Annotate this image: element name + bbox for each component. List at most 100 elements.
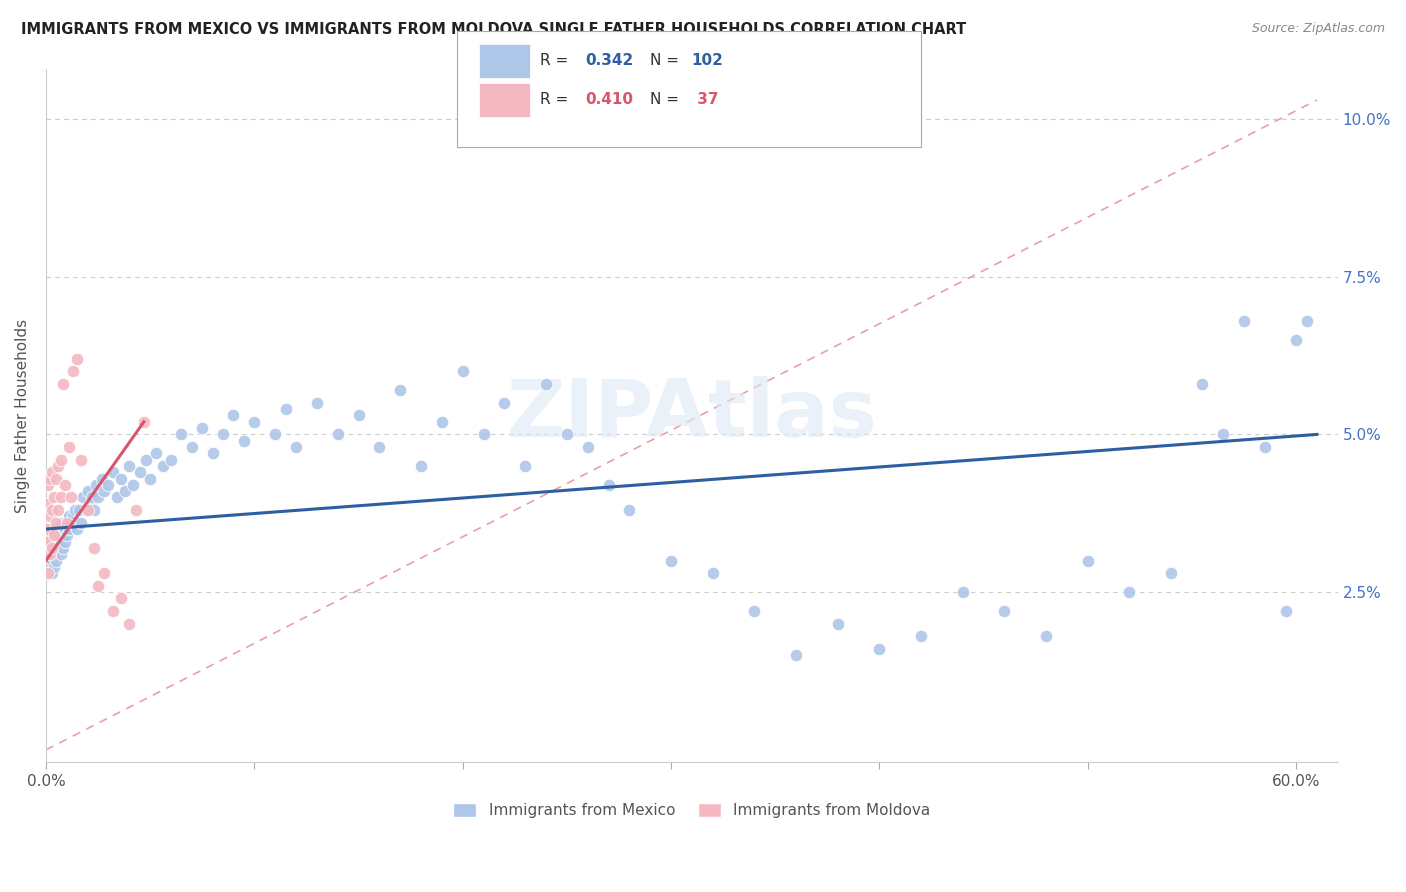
Text: IMMIGRANTS FROM MEXICO VS IMMIGRANTS FROM MOLDOVA SINGLE FATHER HOUSEHOLDS CORRE: IMMIGRANTS FROM MEXICO VS IMMIGRANTS FRO… [21,22,966,37]
Point [389,383,412,397]
Point [1160,566,1182,581]
Point [409,458,432,473]
Point [66,522,89,536]
Point [285,440,308,454]
Point [39,560,62,574]
Point [201,446,224,460]
Point [132,415,155,429]
Point [76,503,98,517]
Point [41,465,63,479]
Point [62,364,84,378]
Point [212,427,235,442]
Point [70,516,93,530]
Point [52,376,75,391]
Point [91,472,114,486]
Point [75,503,97,517]
Text: 102: 102 [692,54,724,68]
Point [45,472,67,486]
Point [128,465,150,479]
Point [41,553,63,567]
Point [326,427,349,442]
Point [105,491,128,505]
Point [87,579,110,593]
Point [1285,333,1308,347]
Point [59,491,82,505]
Point [44,528,66,542]
Point [53,522,76,536]
Point [39,547,62,561]
Point [744,604,766,618]
Point [110,591,132,606]
Point [48,503,70,517]
Point [44,528,66,542]
Point [160,452,183,467]
Point [52,528,75,542]
Point [39,472,62,486]
Text: 0.410: 0.410 [585,93,633,107]
Point [910,629,932,643]
Point [180,440,202,454]
Point [67,503,90,517]
Text: ZIPAtlas: ZIPAtlas [506,376,877,455]
Point [80,491,103,505]
Point [45,553,67,567]
Point [41,541,63,555]
Text: 37: 37 [692,93,718,107]
Point [44,560,66,574]
Point [35,528,58,542]
Point [37,522,59,536]
Point [48,458,70,473]
Point [39,534,62,549]
Point [45,516,67,530]
Point [152,458,174,473]
Point [93,566,115,581]
Point [53,478,76,492]
Point [702,566,724,581]
Point [56,516,79,530]
Point [576,440,599,454]
Point [76,484,98,499]
Point [124,503,146,517]
Point [49,452,72,467]
Point [118,458,141,473]
Point [451,364,474,378]
Point [45,534,67,549]
Point [49,491,72,505]
Text: N =: N = [650,54,683,68]
Point [1274,604,1296,618]
Point [1295,314,1317,328]
Point [118,616,141,631]
Point [555,427,578,442]
Point [1254,440,1277,454]
Point [494,396,516,410]
Point [41,503,63,517]
Point [232,434,254,448]
Text: Source: ZipAtlas.com: Source: ZipAtlas.com [1251,22,1385,36]
Point [70,452,93,467]
Point [139,472,162,486]
Point [72,491,94,505]
Point [66,351,89,366]
Point [993,604,1015,618]
Point [305,396,328,410]
Point [49,547,72,561]
Point [37,534,59,549]
Point [79,497,101,511]
Point [145,446,167,460]
Point [952,585,974,599]
Point [35,497,58,511]
Point [52,541,75,555]
Point [58,440,80,454]
Point [49,534,72,549]
Point [170,427,193,442]
Point [45,522,67,536]
Text: R =: R = [540,93,574,107]
Point [347,409,370,423]
Point [93,484,115,499]
Point [97,478,120,492]
Point [39,547,62,561]
Point [53,534,76,549]
Point [39,509,62,524]
Point [534,376,557,391]
Point [619,503,641,517]
